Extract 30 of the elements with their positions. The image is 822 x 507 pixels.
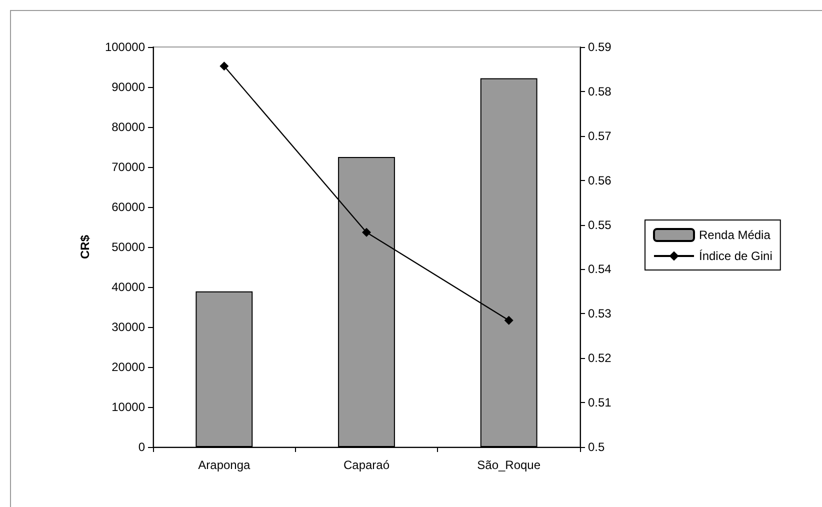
y2-tick-label: 0.52 <box>588 351 612 366</box>
legend-label: Renda Média <box>699 228 771 242</box>
point <box>362 228 371 237</box>
x-tick-label: Caparaó <box>343 458 390 472</box>
y-tick-label: 50000 <box>112 240 146 254</box>
point <box>220 62 229 71</box>
y2-tick-label: 0.53 <box>588 306 612 321</box>
y2-tick-label: 0.56 <box>588 173 612 188</box>
y-axis-title: CR$ <box>78 234 92 260</box>
y2-tick-label: 0.54 <box>588 262 612 276</box>
y2-tick-label: 0.55 <box>588 218 612 232</box>
y-tick-label: 40000 <box>112 280 146 294</box>
y-tick-label: 100000 <box>104 40 146 54</box>
y-tick-label: 30000 <box>112 320 146 334</box>
y2-tick-label: 0.58 <box>588 84 612 98</box>
y-tick-label: 60000 <box>112 200 146 214</box>
y2-tick-label: 0.57 <box>588 128 612 143</box>
x-tick-label: São_Roque <box>477 458 541 472</box>
y2-tick-label: 0.59 <box>588 40 612 54</box>
x-tick-label: Araponga <box>198 458 251 472</box>
y-tick-label: 10000 <box>112 400 146 414</box>
y-tick-label: 90000 <box>112 80 146 94</box>
legend-label: Índice de Gini <box>699 249 772 263</box>
y2-tick-label: 0.5 <box>588 440 606 454</box>
y-tick-label: 0 <box>138 440 146 454</box>
y-tick-label: 20000 <box>112 360 146 374</box>
y2-tick-label: 0.51 <box>588 396 612 410</box>
point <box>504 316 514 325</box>
y-tick-label: 80000 <box>112 120 146 134</box>
y-tick-label: 70000 <box>112 160 146 174</box>
